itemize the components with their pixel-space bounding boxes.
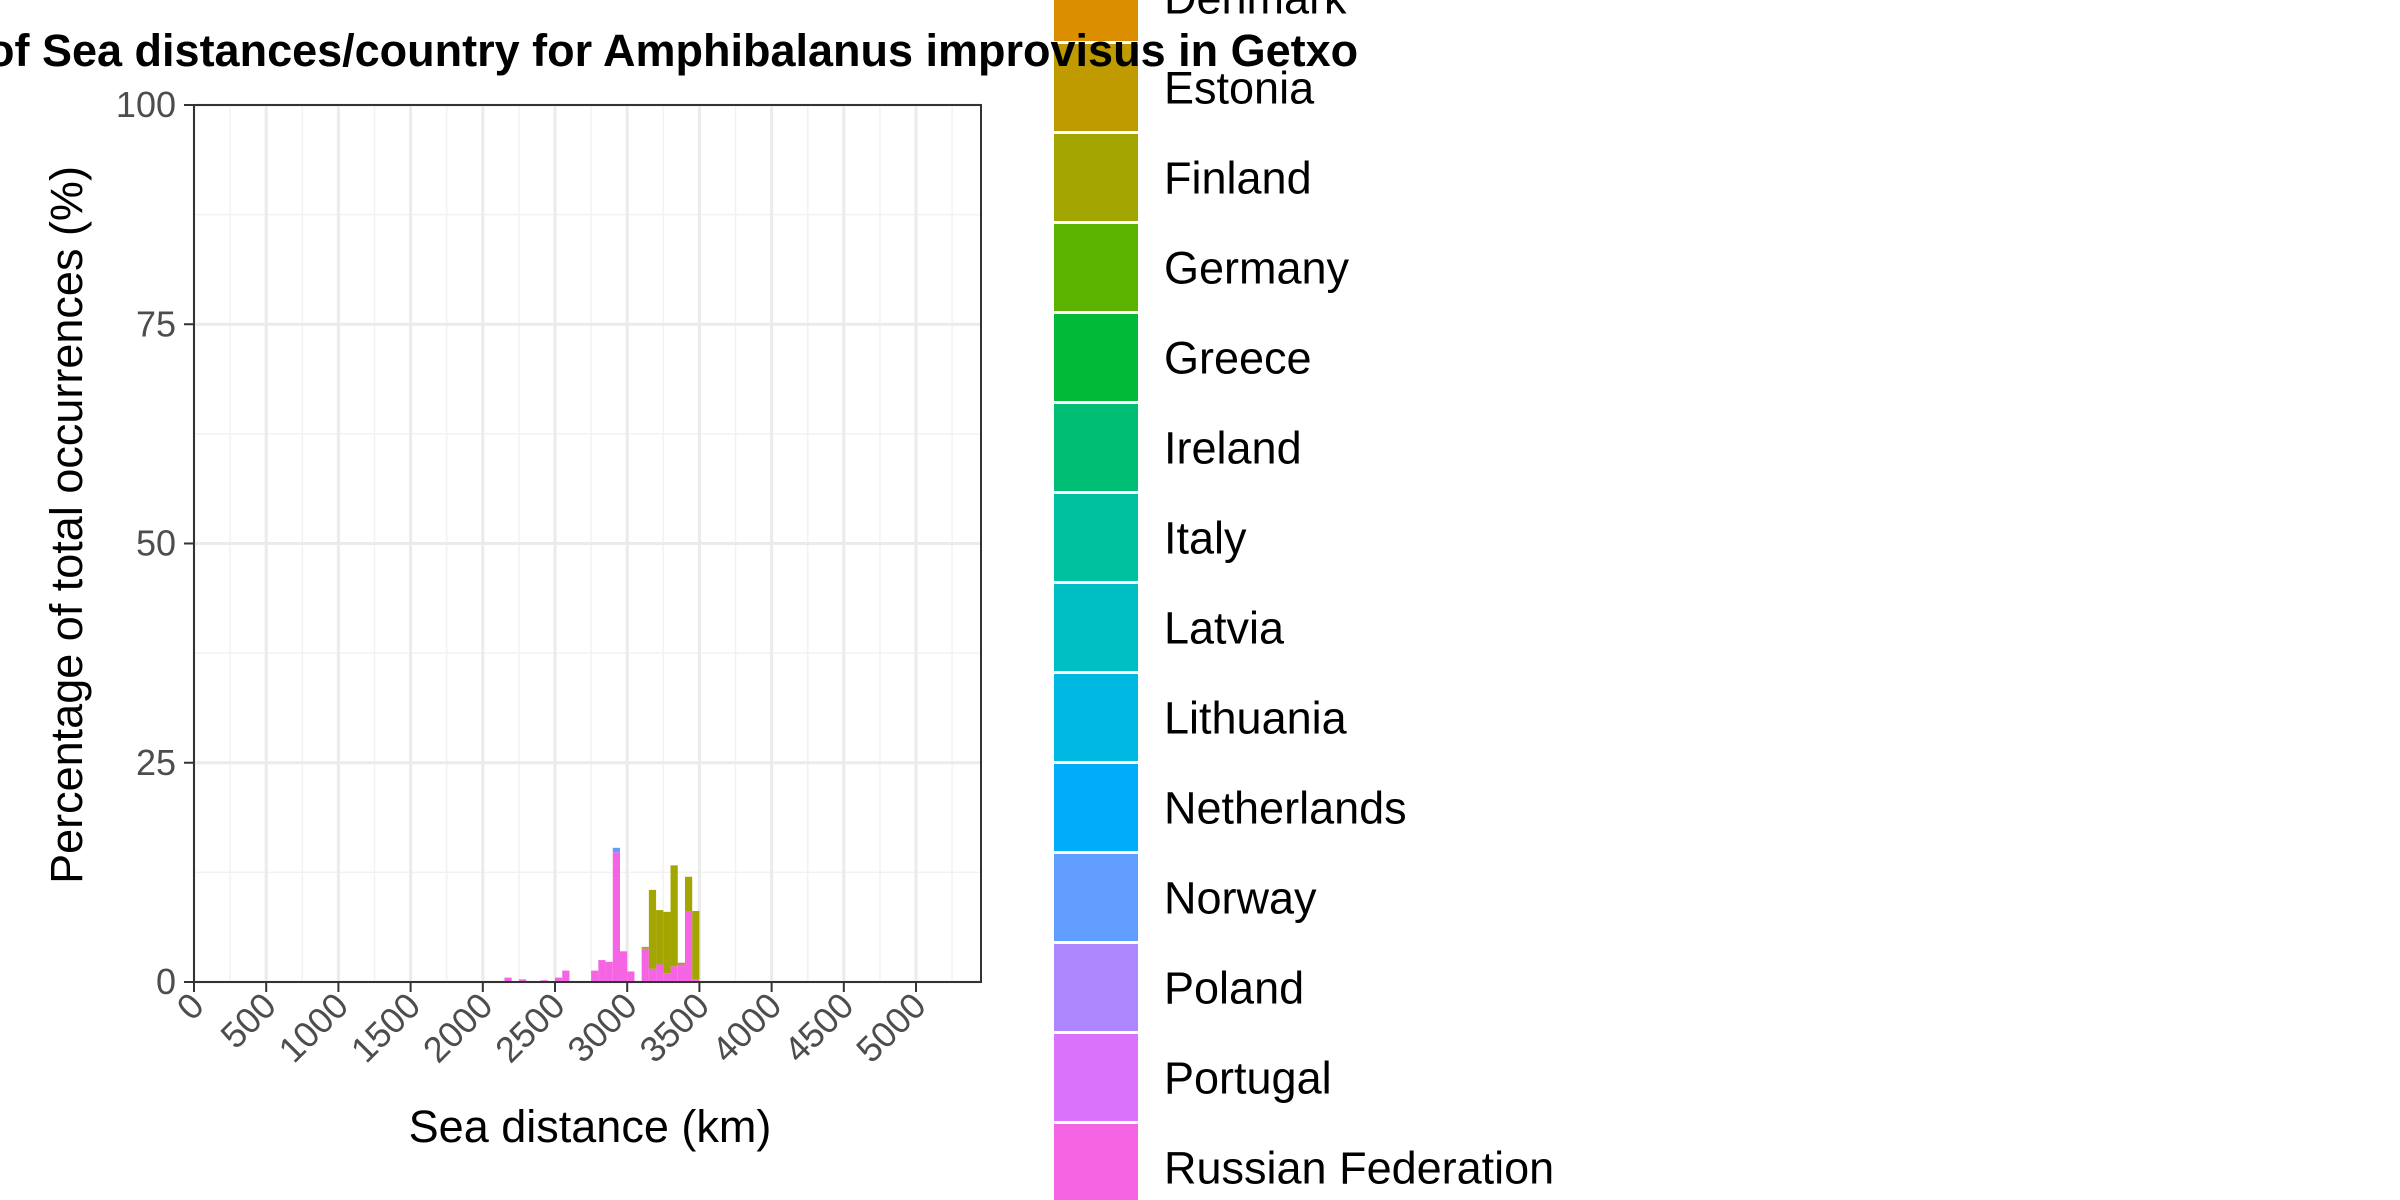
legend-label: Latvia (1164, 603, 1285, 654)
legend-key (1054, 404, 1138, 491)
legend-label: Estonia (1164, 63, 1315, 114)
x-tick-label: 3000 (559, 985, 645, 1071)
x-tick-label: 2000 (415, 985, 501, 1071)
bar (648, 968, 657, 982)
bar (591, 970, 599, 982)
legend-label: Ireland (1164, 423, 1302, 474)
legend-label: Russian Federation (1164, 1143, 1554, 1194)
legend-key (1054, 764, 1138, 851)
legend-key (1054, 584, 1138, 671)
bar (605, 961, 613, 982)
x-tick-label: 500 (212, 985, 283, 1056)
bar (670, 865, 678, 967)
bar (692, 910, 700, 980)
bar (670, 966, 678, 982)
legend-key (1054, 134, 1138, 221)
legend-label: Lithuania (1164, 693, 1348, 744)
legend-label: Germany (1164, 243, 1350, 294)
bar (619, 951, 628, 982)
legend-key (1054, 314, 1138, 401)
y-tick-label: 75 (136, 303, 176, 344)
bar (518, 979, 527, 982)
bar (555, 977, 563, 982)
bar (663, 973, 671, 982)
legend-label: Italy (1164, 513, 1247, 564)
legend-key (1054, 224, 1138, 311)
x-tick-label: 1500 (343, 985, 429, 1071)
legend: Denmark Estonia Finland Germany Greece Irelan… (1054, 0, 1554, 1200)
bar (598, 960, 606, 982)
bar (562, 970, 570, 982)
bar (627, 971, 635, 982)
x-tick-label: 1000 (270, 985, 356, 1071)
legend-label: Portugal (1164, 1053, 1332, 1104)
bar (692, 979, 700, 982)
chart-title: of Sea distances/country for Amphibalanu… (0, 25, 1358, 76)
x-tick-label: 2500 (487, 985, 573, 1071)
legend-label: Finland (1164, 153, 1312, 204)
x-tick-label: 4500 (776, 985, 862, 1071)
bar (612, 847, 620, 853)
legend-key (1054, 1034, 1138, 1121)
bars (504, 847, 700, 982)
legend-label: Norway (1164, 873, 1317, 924)
legend-label: Poland (1164, 963, 1304, 1014)
legend-label: Greece (1164, 333, 1312, 384)
legend-key (1054, 1124, 1138, 1200)
legend-key (1054, 674, 1138, 761)
bar (641, 946, 649, 949)
legend-key (1054, 494, 1138, 581)
bar (656, 910, 664, 965)
legend-key (1054, 944, 1138, 1031)
bar (641, 948, 649, 982)
legend-key (1054, 854, 1138, 941)
legend-label: Denmark (1164, 0, 1347, 24)
y-tick-label: 100 (116, 84, 176, 125)
legend-label: Netherlands (1164, 783, 1407, 834)
y-tick-label: 25 (136, 742, 176, 783)
x-axis-title: Sea distance (km) (409, 1101, 772, 1152)
bar (612, 852, 620, 982)
x-tick-label: 0 (169, 985, 212, 1028)
x-tick-label: 4000 (704, 985, 790, 1071)
bar (684, 876, 693, 912)
bar (656, 964, 664, 982)
legend-key (1054, 44, 1138, 131)
y-axis-title: Percentage of total occurrences (%) (41, 166, 92, 884)
y-tick-label: 0 (156, 961, 176, 1002)
bar (663, 911, 671, 974)
bar (677, 962, 685, 965)
x-tick-label: 5000 (848, 985, 934, 1071)
bar (648, 889, 657, 969)
bar (504, 977, 512, 982)
y-tick-label: 50 (136, 523, 176, 564)
bar (684, 911, 693, 982)
bar (677, 964, 685, 982)
y-axis: 0 25 50 75 100 (116, 84, 194, 1002)
legend-key (1054, 0, 1138, 41)
x-tick-label: 3500 (631, 985, 717, 1071)
